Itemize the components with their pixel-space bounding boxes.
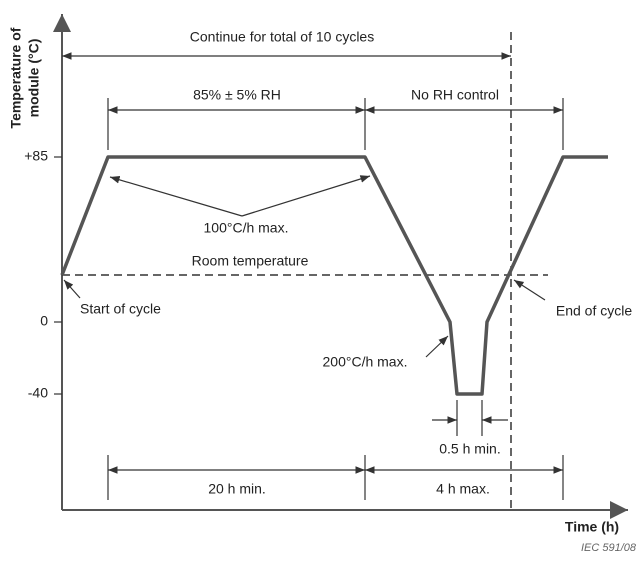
leader [63, 279, 81, 299]
x-axis-title: Time (h) [565, 519, 619, 535]
y-label: +85 [24, 148, 48, 164]
annotation: 200°C/h max. [323, 354, 408, 370]
annotation: End of cycle [556, 303, 632, 319]
annotation: 100°C/h max. [204, 220, 289, 236]
annotation: 85% ± 5% RH [193, 87, 281, 103]
y-title-line: Temperature of [8, 27, 24, 128]
annotation: Continue for total of 10 cycles [190, 29, 374, 45]
leader [109, 176, 243, 217]
leader [241, 175, 371, 217]
y-title-line: module (°C) [26, 39, 42, 118]
annotation: 0.5 h min. [439, 441, 500, 457]
temperature-profile [60, 155, 608, 396]
annotation: No RH control [411, 87, 499, 103]
y-axis-title: Temperature of module (°C) [8, 27, 42, 128]
annotation: 20 h min. [208, 481, 266, 497]
y-label: 0 [40, 313, 48, 329]
annotation: 4 h max. [436, 481, 490, 497]
leader [425, 335, 449, 358]
y-label: -40 [28, 385, 48, 401]
ticks [54, 156, 62, 395]
leader [513, 279, 546, 301]
annotation: Room temperature [192, 253, 309, 269]
annotation: Start of cycle [80, 301, 161, 317]
figure-id: IEC 591/08 [581, 542, 637, 554]
